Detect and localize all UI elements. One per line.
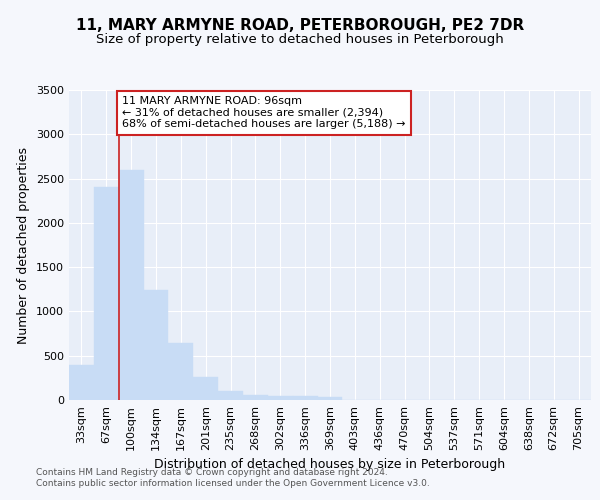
Bar xyxy=(143,290,169,400)
Bar xyxy=(94,188,119,400)
Bar xyxy=(69,366,94,400)
X-axis label: Distribution of detached houses by size in Peterborough: Distribution of detached houses by size … xyxy=(154,458,506,471)
Bar xyxy=(268,396,293,400)
Bar xyxy=(293,396,317,400)
Text: 11, MARY ARMYNE ROAD, PETERBOROUGH, PE2 7DR: 11, MARY ARMYNE ROAD, PETERBOROUGH, PE2 … xyxy=(76,18,524,32)
Bar xyxy=(317,398,343,400)
Text: 11 MARY ARMYNE ROAD: 96sqm
← 31% of detached houses are smaller (2,394)
68% of s: 11 MARY ARMYNE ROAD: 96sqm ← 31% of deta… xyxy=(122,96,406,130)
Bar xyxy=(169,344,193,400)
Y-axis label: Number of detached properties: Number of detached properties xyxy=(17,146,31,344)
Bar xyxy=(193,377,218,400)
Bar xyxy=(243,395,268,400)
Bar xyxy=(218,391,243,400)
Text: Size of property relative to detached houses in Peterborough: Size of property relative to detached ho… xyxy=(96,32,504,46)
Text: Contains HM Land Registry data © Crown copyright and database right 2024.
Contai: Contains HM Land Registry data © Crown c… xyxy=(36,468,430,487)
Bar xyxy=(119,170,143,400)
